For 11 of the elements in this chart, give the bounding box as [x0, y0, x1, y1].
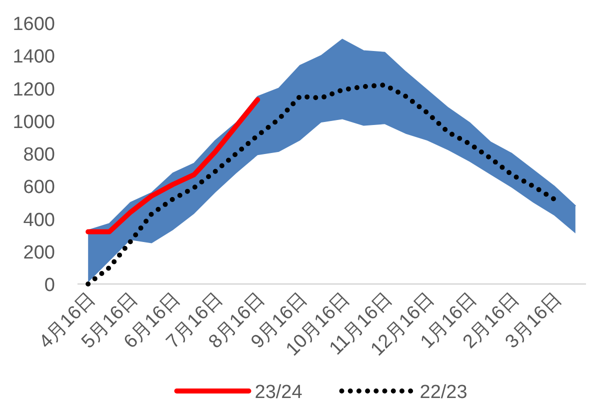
y-tick-label: 1600 [12, 14, 55, 35]
legend-label: 23/24 [254, 382, 303, 403]
y-tick-label: 1000 [12, 112, 55, 133]
y-tick-label: 1400 [12, 46, 55, 68]
y-tick-label: 0 [44, 275, 55, 296]
y-tick-label: 200 [23, 242, 55, 264]
y-tick-label: 800 [23, 144, 55, 166]
y-tick-label: 400 [23, 210, 55, 231]
y-tick-label: 600 [23, 177, 55, 198]
y-tick-label: 1200 [12, 79, 55, 100]
legend-label: 22/23 [420, 382, 468, 403]
